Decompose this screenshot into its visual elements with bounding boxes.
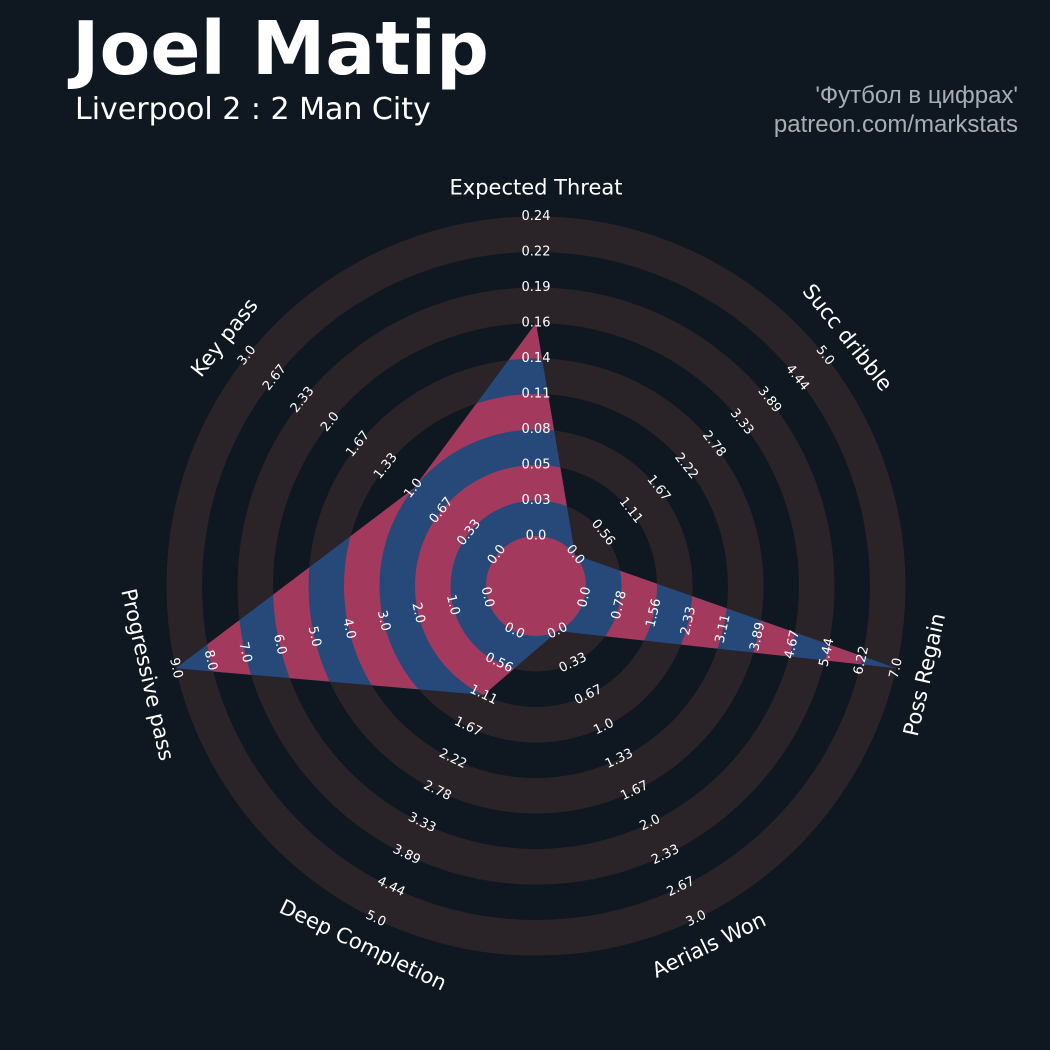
radar-tick-label: 0.78 [609, 589, 630, 621]
radar-tick-label: 2.0 [408, 601, 427, 625]
credit-block: 'Футбол в цифрах' patreon.com/markstats [774, 81, 1018, 139]
radar-tick-label: 3.89 [747, 621, 768, 653]
radar-tick-label: 1.56 [643, 597, 664, 629]
radar-tick-label: 2.33 [678, 605, 699, 637]
radar-param-label: Expected Threat [450, 176, 623, 200]
radar-tick-label: 0.0 [478, 585, 497, 609]
radar-tick-label: 5.44 [816, 637, 837, 669]
radar-tick-label: 0.08 [522, 422, 551, 437]
radar-tick-label: 0.03 [522, 493, 551, 508]
radar-tick-label: 3.11 [713, 613, 734, 645]
radar-tick-label: 8.0 [201, 649, 220, 673]
radar-tick-label: 7.0 [235, 641, 254, 665]
match-subtitle: Liverpool 2 : 2 Man City [75, 92, 431, 127]
radar-tick-label: 4.0 [339, 617, 358, 641]
credit-channel-name: 'Футбол в цифрах' [815, 82, 1018, 109]
radar-tick-label: 0.11 [522, 387, 551, 402]
radar-tick-label: 0.16 [522, 316, 551, 331]
player-name-title: Joel Matip [72, 6, 489, 92]
radar-tick-label: 0.0 [526, 529, 547, 544]
radar-tick-label: 3.0 [374, 609, 393, 633]
radar-tick-label: 0.05 [522, 458, 551, 473]
radar-tick-label: 0.24 [522, 209, 551, 224]
radar-tick-label: 4.67 [782, 629, 803, 661]
radar-tick-label: 0.19 [522, 280, 551, 295]
radar-tick-label: 5.0 [305, 625, 324, 649]
radar-tick-label: 1.0 [443, 593, 462, 617]
radar-tick-label: 7.0 [887, 656, 906, 680]
radar-tick-label: 9.0 [166, 656, 185, 680]
radar-tick-label: 0.22 [522, 245, 551, 260]
radar-tick-label: 6.0 [270, 633, 289, 657]
radar-tick-label: 6.22 [851, 645, 872, 677]
radar-tick-label: 0.14 [522, 351, 551, 366]
radar-tick-label: 0.0 [575, 585, 594, 609]
radar-center-disc [486, 536, 586, 636]
credit-patreon-link: patreon.com/markstats [773, 111, 1018, 138]
radar-param-label: Poss Regain [899, 611, 950, 738]
